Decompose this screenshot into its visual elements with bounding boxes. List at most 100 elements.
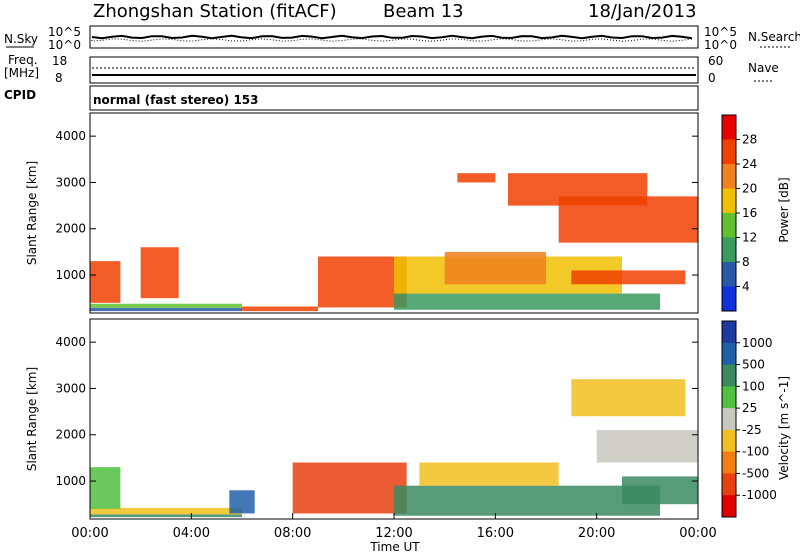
power-y-ticks: 1000 2000 3000 4000 bbox=[55, 129, 698, 282]
time-x-axis-label: Time UT bbox=[369, 540, 420, 554]
x-tick-label: 00:00 bbox=[679, 526, 716, 541]
colorbar-segment bbox=[722, 342, 736, 366]
noise-left-tick-top: 10^5 bbox=[48, 25, 81, 39]
colorbar-segment bbox=[722, 164, 736, 189]
nave-label: Nave bbox=[748, 61, 779, 75]
noise-search-label: N.Search bbox=[748, 30, 800, 44]
y-tick-label: 4000 bbox=[55, 335, 86, 349]
colorbar-tick-label: 25 bbox=[742, 401, 757, 415]
velocity-y-axis-label: Slant Range [km] bbox=[25, 367, 39, 471]
data-patch bbox=[508, 173, 648, 206]
nave-tick-bottom: 0 bbox=[708, 71, 716, 85]
power-colorbar-label: Power [dB] bbox=[777, 177, 791, 242]
colorbar-tick-label: -1000 bbox=[742, 488, 777, 502]
colorbar-segment bbox=[722, 364, 736, 387]
power-heatmap-panel: 1000 2000 3000 4000 Slant Range [km] 28 24 20… bbox=[25, 112, 791, 314]
data-patch bbox=[242, 306, 318, 312]
y-tick-label: 2000 bbox=[55, 428, 86, 442]
y-tick-label: 4000 bbox=[55, 129, 86, 143]
nave-tick-top: 60 bbox=[708, 54, 723, 68]
colorbar-segment bbox=[722, 429, 736, 453]
data-patch bbox=[292, 462, 407, 514]
colorbar-tick-label: 100 bbox=[742, 379, 765, 393]
date-label: 18/Jan/2013 bbox=[588, 1, 697, 22]
freq-tick-top: 18 bbox=[52, 54, 67, 68]
noise-left-tick-bottom: 10^0 bbox=[48, 38, 81, 52]
y-tick-label: 3000 bbox=[55, 175, 86, 189]
freq-label: Freq. bbox=[8, 53, 38, 67]
colorbar-tick-label: 12 bbox=[742, 231, 757, 245]
noise-sky-label: N.Sky bbox=[4, 32, 38, 46]
data-patch bbox=[622, 476, 698, 505]
y-tick-label: 1000 bbox=[55, 474, 86, 488]
colorbar-segment bbox=[722, 115, 736, 140]
power-y-axis-label: Slant Range [km] bbox=[25, 161, 39, 265]
data-patch bbox=[90, 514, 242, 518]
colorbar-segment bbox=[722, 321, 736, 344]
x-tick-label: 16:00 bbox=[477, 526, 514, 541]
x-tick-label: 08:00 bbox=[274, 526, 311, 541]
colorbar-segment bbox=[722, 286, 736, 312]
time-x-ticks: 00:00 04:00 08:00 12:00 16:00 20:00 00:00 bbox=[71, 513, 717, 541]
velocity-y-ticks: 1000 2000 3000 4000 bbox=[55, 335, 698, 488]
data-patch bbox=[90, 307, 242, 312]
data-patch bbox=[394, 293, 660, 310]
noise-sky-trace bbox=[91, 34, 693, 40]
y-tick-label: 2000 bbox=[55, 222, 86, 236]
velocity-patches bbox=[90, 379, 698, 518]
data-patch bbox=[90, 507, 242, 515]
colorbar-segment bbox=[722, 495, 736, 518]
colorbar-tick-label: 4 bbox=[742, 280, 750, 294]
x-tick-label: 04:00 bbox=[173, 526, 210, 541]
velocity-colorbar: 1000 500 100 25 -25 -100 -500 -1000 bbox=[721, 320, 777, 518]
data-patch bbox=[90, 261, 121, 303]
data-patch bbox=[457, 173, 496, 183]
colorbar-tick-label: 500 bbox=[742, 358, 765, 372]
data-patch bbox=[90, 303, 242, 308]
colorbar-segment bbox=[722, 408, 736, 431]
data-patch bbox=[596, 430, 698, 463]
colorbar-tick-label: 24 bbox=[742, 157, 757, 171]
colorbar-tick-label: -100 bbox=[742, 445, 769, 459]
colorbar-segment bbox=[722, 237, 736, 263]
velocity-colorbar-label: Velocity [m s^-1] bbox=[777, 376, 791, 480]
data-patch bbox=[318, 256, 407, 308]
colorbar-tick-label: 16 bbox=[742, 206, 757, 220]
colorbar-tick-label: -25 bbox=[742, 423, 762, 437]
cpid-value: normal (fast stereo) 153 bbox=[93, 93, 259, 107]
y-tick-label: 3000 bbox=[55, 381, 86, 395]
colorbar-tick-label: -500 bbox=[742, 466, 769, 480]
data-patch bbox=[571, 270, 686, 285]
data-patch bbox=[140, 247, 179, 299]
data-patch bbox=[419, 462, 559, 486]
data-patch bbox=[229, 490, 255, 514]
colorbar-tick-label: 8 bbox=[742, 255, 750, 269]
colorbar-segment bbox=[722, 139, 736, 165]
power-patches bbox=[90, 173, 698, 312]
colorbar-tick-label: 1000 bbox=[742, 336, 773, 350]
colorbar-segment bbox=[722, 386, 736, 409]
beam-label: Beam 13 bbox=[383, 1, 464, 22]
colorbar-segment bbox=[722, 451, 736, 474]
data-patch bbox=[394, 485, 660, 516]
colorbar-segment bbox=[722, 188, 736, 214]
colorbar-segment bbox=[722, 213, 736, 238]
colorbar-frame bbox=[721, 320, 737, 518]
data-patch bbox=[444, 251, 546, 285]
freq-unit-label: [MHz] bbox=[4, 66, 39, 80]
power-colorbar: 28 24 20 16 12 8 4 bbox=[721, 114, 757, 312]
noise-panel: N.Sky 10^5 10^0 10^5 10^0 N.Search bbox=[4, 25, 800, 52]
data-patch bbox=[571, 379, 686, 417]
colorbar-segment bbox=[722, 473, 736, 496]
data-patch bbox=[90, 467, 121, 509]
colorbar-segment bbox=[722, 262, 736, 287]
x-tick-label: 20:00 bbox=[578, 526, 615, 541]
colorbar-tick-label: 28 bbox=[742, 133, 757, 147]
noise-right-tick-bottom: 10^0 bbox=[704, 38, 737, 52]
x-tick-label: 12:00 bbox=[375, 526, 412, 541]
noise-search-trace bbox=[91, 38, 693, 42]
y-tick-label: 1000 bbox=[55, 268, 86, 282]
freq-tick-bottom: 8 bbox=[55, 71, 63, 85]
frequency-panel: Freq. [MHz] 18 8 60 0 Nave CPID normal (… bbox=[4, 53, 779, 111]
